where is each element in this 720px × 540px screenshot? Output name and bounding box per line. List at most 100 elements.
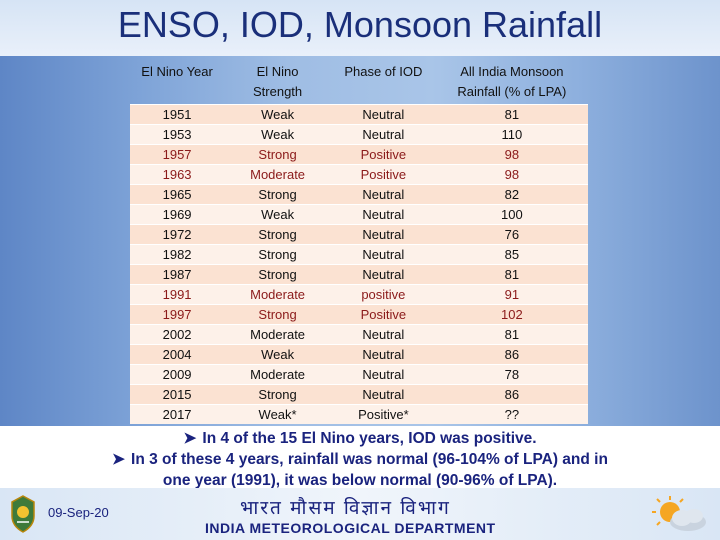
- slide-title: ENSO, IOD, Monsoon Rainfall: [117, 4, 603, 45]
- header-strength: El Nino Strength: [253, 64, 303, 99]
- cell-iod-phase: Neutral: [331, 324, 436, 345]
- cell-strength: Moderate: [224, 164, 331, 185]
- cell-year: 2002: [130, 324, 225, 345]
- sun-cloud-icon: [652, 496, 706, 531]
- cell-rainfall: 110: [435, 124, 588, 145]
- summary-bullets: ➤ In 4 of the 15 El Nino years, IOD was p…: [0, 428, 720, 491]
- table-row: 1963 Moderate Positive 98: [130, 164, 588, 185]
- arrow-bullet-icon: ➤: [183, 430, 197, 447]
- cell-year: 1965: [130, 184, 225, 205]
- header-iod-phase: Phase of IOD: [344, 64, 423, 79]
- cell-iod-phase: Positive: [331, 164, 436, 185]
- table-row: 2004 Weak Neutral 86: [130, 344, 588, 365]
- cell-year: 1953: [130, 124, 225, 145]
- footer-band: [0, 488, 720, 540]
- cell-year: 1969: [130, 204, 225, 225]
- table-row: 1953 Weak Neutral 110: [130, 124, 588, 145]
- cell-rainfall: 98: [435, 164, 588, 185]
- bullet-line-2: ➤ In 3 of these 4 years, rainfall was nor…: [112, 451, 608, 468]
- table-row: 1951 Weak Neutral 81: [130, 104, 588, 125]
- cell-iod-phase: Neutral: [331, 224, 436, 245]
- cell-rainfall: 76: [435, 224, 588, 245]
- hindi-org-name: भारत मौसम विज्ञान विभाग: [240, 498, 451, 519]
- org-name: INDIA METEOROLOGICAL DEPARTMENT: [205, 520, 496, 536]
- cell-rainfall: 82: [435, 184, 588, 205]
- cell-rainfall: 85: [435, 244, 588, 265]
- table-row: 1972 Strong Neutral 76: [130, 224, 588, 245]
- cell-strength: Strong: [224, 224, 331, 245]
- cell-rainfall: 81: [435, 104, 588, 125]
- table-row: 1987 Strong Neutral 81: [130, 264, 588, 285]
- cell-strength: Moderate: [224, 284, 331, 305]
- table-body: 1951 Weak Neutral 81 1953 Weak Neutral 110 1957 S…: [130, 104, 588, 424]
- cell-year: 1957: [130, 144, 225, 165]
- cell-strength: Moderate: [224, 324, 331, 345]
- cell-year: 2004: [130, 344, 225, 365]
- header-year: El Nino Year: [141, 64, 213, 79]
- imd-emblem-icon: [11, 495, 35, 533]
- cell-rainfall: 98: [435, 144, 588, 165]
- table-row: 1969 Weak Neutral 100: [130, 204, 588, 225]
- cell-strength: Strong: [224, 244, 331, 265]
- cell-iod-phase: Neutral: [331, 364, 436, 385]
- cell-rainfall: 81: [435, 324, 588, 345]
- table-header-row: El Nino Year El Nino Strength Phase of IO…: [130, 60, 588, 105]
- table-row: 2009 Moderate Neutral 78: [130, 364, 588, 385]
- cell-rainfall: 86: [435, 384, 588, 405]
- table-row: 1991 Moderate positive 91: [130, 284, 588, 305]
- cell-iod-phase: Neutral: [331, 344, 436, 365]
- cell-rainfall: 81: [435, 264, 588, 285]
- cell-strength: Strong: [224, 144, 331, 165]
- cell-iod-phase: Neutral: [331, 384, 436, 405]
- cell-strength: Strong: [224, 384, 331, 405]
- enso-table: El Nino Year El Nino Strength Phase of IO…: [130, 60, 588, 424]
- cell-iod-phase: Neutral: [331, 244, 436, 265]
- cell-rainfall: ??: [435, 404, 588, 424]
- cell-iod-phase: Neutral: [331, 124, 436, 145]
- table-row: 1997 Strong Positive 102: [130, 304, 588, 325]
- cell-iod-phase: Neutral: [331, 104, 436, 125]
- cell-strength: Weak: [224, 104, 331, 125]
- cell-year: 2017: [130, 404, 225, 424]
- cell-iod-phase: Neutral: [331, 204, 436, 225]
- cell-iod-phase: Positive: [331, 144, 436, 165]
- cell-strength: Strong: [224, 264, 331, 285]
- title-band: [0, 0, 720, 56]
- cell-year: 2009: [130, 364, 225, 385]
- cell-year: 2015: [130, 384, 225, 405]
- cell-iod-phase: positive: [331, 284, 436, 305]
- cell-rainfall: 102: [435, 304, 588, 325]
- bullet-line-3: one year (1991), it was below normal (90…: [162, 472, 558, 489]
- table-row: 2002 Moderate Neutral 81: [130, 324, 588, 345]
- cell-year: 1987: [130, 264, 225, 285]
- cell-strength: Strong: [224, 184, 331, 205]
- table-row: 2017 Weak* Positive*??: [130, 404, 588, 424]
- cell-rainfall: 91: [435, 284, 588, 305]
- cell-strength: Weak: [224, 344, 331, 365]
- table-row: 2015 Strong Neutral 86: [130, 384, 588, 405]
- table-row: 1982 Strong Neutral 85: [130, 244, 588, 265]
- table-row: 1965 Strong Neutral 82: [130, 184, 588, 205]
- cell-iod-phase: Positive: [331, 304, 436, 325]
- cell-iod-phase: Positive*: [331, 404, 436, 424]
- cell-strength: Weak: [224, 204, 331, 225]
- cell-year: 1991: [130, 284, 225, 305]
- cell-strength: Weak*: [224, 404, 331, 424]
- cell-strength: Strong: [224, 304, 331, 325]
- slide-date: 09-Sep-20: [48, 505, 109, 520]
- cell-year: 1972: [130, 224, 225, 245]
- cell-rainfall: 100: [435, 204, 588, 225]
- cell-rainfall: 78: [435, 364, 588, 385]
- cell-rainfall: 86: [435, 344, 588, 365]
- header-rainfall: All India Monsoon Rainfall (% of LPA): [457, 64, 567, 99]
- cell-iod-phase: Neutral: [331, 264, 436, 285]
- bullet-line-1: ➤ In 4 of the 15 El Nino years, IOD was p…: [183, 430, 537, 447]
- cell-strength: Moderate: [224, 364, 331, 385]
- arrow-bullet-icon: ➤: [112, 451, 126, 468]
- cell-year: 1982: [130, 244, 225, 265]
- table-row: 1957 Strong Positive 98: [130, 144, 588, 165]
- cell-year: 1997: [130, 304, 225, 325]
- cell-iod-phase: Neutral: [331, 184, 436, 205]
- cell-strength: Weak: [224, 124, 331, 145]
- cell-year: 1951: [130, 104, 225, 125]
